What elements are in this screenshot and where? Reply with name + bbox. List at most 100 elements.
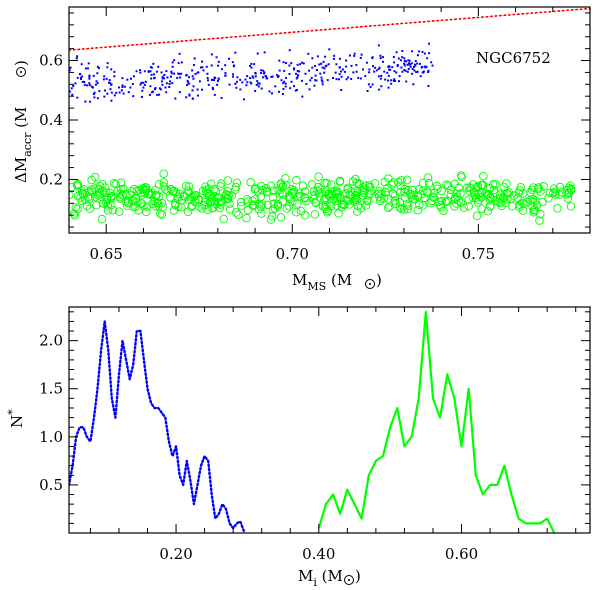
bottom-xlabel-sub: i <box>313 576 317 589</box>
scatter-point-dot <box>357 76 360 79</box>
scatter-point-circle <box>257 200 267 209</box>
scatter-point-dot <box>108 79 111 82</box>
scatter-point-circle <box>82 201 92 211</box>
scatter-point-dot <box>341 68 344 71</box>
scatter-point-circle <box>107 193 116 203</box>
scatter-point-circle <box>298 181 308 191</box>
scatter-point-dot <box>379 54 382 57</box>
scatter-point-dot <box>81 80 84 83</box>
scatter-point-dot <box>414 64 417 67</box>
scatter-point-dot <box>201 60 204 63</box>
scatter-point-dot <box>158 87 161 90</box>
scatter-point-dot <box>393 80 396 83</box>
scatter-point-dot <box>334 71 337 74</box>
scatter-point-dot <box>338 57 341 60</box>
scatter-point-dot <box>249 77 252 80</box>
scatter-point-circle <box>327 191 336 200</box>
scatter-point-dot <box>421 71 424 74</box>
scatter-point-circle <box>479 171 488 181</box>
scatter-point-circle <box>300 193 309 202</box>
scatter-point-dot <box>398 75 401 78</box>
scatter-point-circle <box>551 190 560 199</box>
scatter-point-dot <box>302 62 305 65</box>
scatter-point-dot <box>148 93 151 96</box>
scatter-point-circle <box>114 207 124 216</box>
scatter-point-circle <box>159 169 168 179</box>
scatter-point-circle <box>105 188 115 198</box>
scatter-point-circle <box>456 189 465 198</box>
scatter-point-dot <box>150 77 153 80</box>
scatter-point-dot <box>360 53 363 56</box>
scatter-point-dot <box>113 94 116 97</box>
scatter-point-dot <box>122 92 125 95</box>
bottom-ylabel-sup: * <box>6 409 19 415</box>
scatter-point-dot <box>359 77 362 80</box>
scatter-point-dot <box>94 83 97 86</box>
scatter-point-circle <box>397 176 406 185</box>
scatter-point-circle <box>137 199 146 208</box>
scatter-point-dot <box>106 62 109 65</box>
scatter-point-circle <box>209 203 218 212</box>
scatter-point-dot <box>257 82 260 85</box>
scatter-point-dot <box>428 52 431 55</box>
scatter-point-circle <box>322 204 331 213</box>
scatter-point-circle <box>129 184 139 194</box>
scatter-point-circle <box>79 190 88 199</box>
top-ylabel-unit: (M <box>12 107 30 128</box>
top-ylabel-unit-close: ) <box>12 60 30 66</box>
scatter-point-circle <box>464 202 474 211</box>
scatter-point-dot <box>262 69 265 72</box>
scatter-point-dot <box>178 52 181 55</box>
scatter-point-circle <box>359 183 368 192</box>
scatter-point-circle <box>384 194 393 204</box>
scatter-point-dot <box>196 71 199 74</box>
scatter-point-dot <box>422 70 425 73</box>
scatter-point-dot <box>165 91 168 94</box>
scatter-point-dot <box>92 86 95 89</box>
scatter-point-circle <box>216 182 225 191</box>
scatter-point-circle <box>277 188 287 198</box>
top-x-tick-label: 0.70 <box>276 245 309 263</box>
scatter-point-dot <box>201 66 204 69</box>
scatter-point-dot <box>368 71 371 74</box>
scatter-point-circle <box>514 188 523 198</box>
scatter-point-circle <box>352 178 362 188</box>
scatter-point-dot <box>132 75 135 78</box>
scatter-point-dot <box>152 62 155 65</box>
scatter-point-dot <box>108 82 111 85</box>
scatter-point-dot <box>246 81 249 84</box>
scatter-point-dot <box>265 75 268 78</box>
scatter-point-dot <box>421 50 424 53</box>
scatter-point-circle <box>231 183 241 192</box>
scatter-point-dot <box>416 62 419 65</box>
scatter-point-dot <box>414 59 417 62</box>
scatter-point-circle <box>395 198 405 207</box>
scatter-point-dot <box>288 64 291 67</box>
scatter-point-dot <box>309 79 312 82</box>
scatter-point-dot <box>236 76 239 79</box>
scatter-point-dot <box>296 76 299 79</box>
scatter-point-dot <box>245 84 248 87</box>
scatter-point-circle <box>326 180 336 189</box>
scatter-point-dot <box>256 80 259 83</box>
scatter-point-dot <box>170 70 173 73</box>
bottom-xlabel-sun-symbol <box>344 575 354 585</box>
scatter-point-circle <box>351 187 360 196</box>
scatter-point-dot <box>171 65 174 68</box>
scatter-point-dot <box>403 57 406 60</box>
scatter-point-dot <box>378 88 381 91</box>
scatter-point-dot <box>403 68 406 71</box>
scatter-point-dot <box>308 88 311 91</box>
scatter-point-circle <box>301 211 310 220</box>
scatter-point-dot <box>388 68 391 71</box>
scatter-point-dot <box>338 66 341 69</box>
scatter-point-circle <box>348 177 358 186</box>
scatter-point-circle <box>383 183 392 193</box>
scatter-point-dot <box>413 63 416 66</box>
scatter-point-dot <box>335 63 338 66</box>
scatter-point-circle <box>223 194 232 203</box>
scatter-point-circle <box>468 193 477 202</box>
scatter-point-dot <box>186 84 189 87</box>
scatter-point-dot <box>103 95 106 98</box>
scatter-point-dot <box>185 96 188 99</box>
